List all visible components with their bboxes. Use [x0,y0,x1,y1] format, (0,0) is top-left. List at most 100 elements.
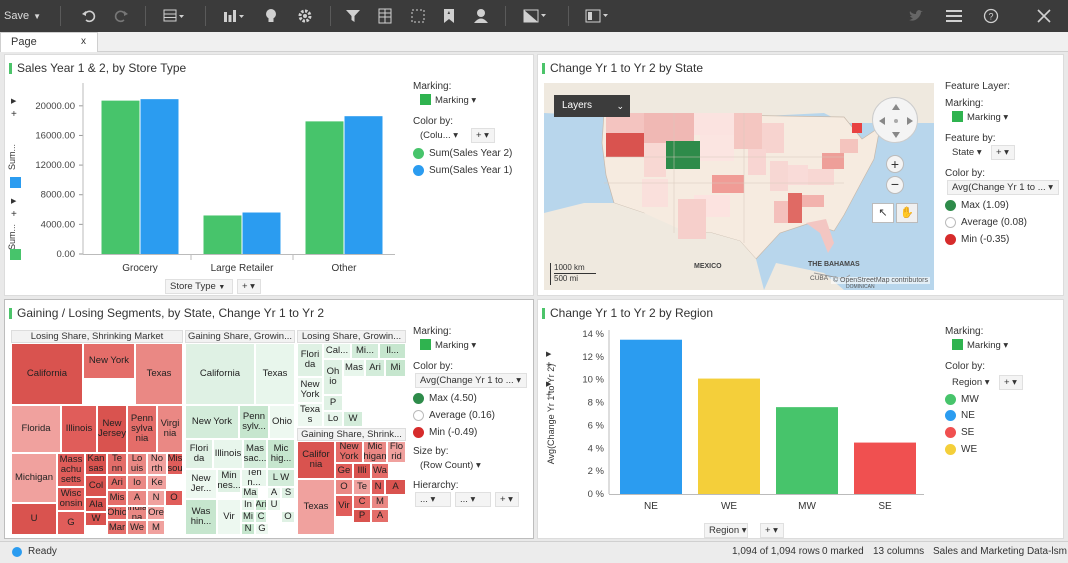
tab-page[interactable]: Page x [0,32,98,52]
treemap-cell[interactable]: Ohio [107,506,127,520]
legend-item-min[interactable]: Min (-0.35) [961,234,1010,245]
status-data-source[interactable]: Sales and Marketing Data-lsm [933,546,1067,557]
treemap-cell[interactable]: Ari [255,499,267,511]
axis-expand-icon-2[interactable]: ▶ [546,381,552,388]
add-axis-button[interactable]: + ▾ [237,279,261,294]
filter-icon[interactable] [342,0,364,32]
treemap-cell[interactable]: Min nes... [217,469,241,493]
treemap-cell[interactable]: Illi [353,463,371,479]
marking-dropdown[interactable]: Marking ▾ [415,338,481,353]
treemap-cell[interactable]: Califor nia [297,441,335,479]
region-bar-chart[interactable]: 14 % 12 % 10 % 8 % 6 % 4 % 2 % 0 % Avg(Change Yr… [538,300,938,540]
color-by-dropdown[interactable]: Region ▾ [947,375,995,390]
axis-expand-icon[interactable]: ▶ [546,351,552,358]
treemap-cell[interactable]: Mic hig... [267,439,295,469]
treemap-cell[interactable]: Flo rid [387,441,406,463]
treemap-cell[interactable]: Cal... [323,343,351,359]
treemap-cell[interactable]: Mi [241,511,255,523]
treemap-cell[interactable]: Ari [107,475,127,490]
status-marked[interactable]: 0 marked [822,546,864,557]
treemap-cell[interactable]: N [147,490,165,506]
legend-item-ne[interactable]: NE [961,410,975,421]
treemap-cell[interactable]: Florida [11,405,61,453]
store-type-axis-selector[interactable]: Store Type ▼ [165,279,233,294]
treemap-cell[interactable]: Vir [217,499,241,535]
treemap-cell[interactable]: Mis [107,490,127,506]
treemap-cell[interactable]: Ohio [269,405,295,439]
map-canvas[interactable]: Layers ⌄ + − ↖ ✋ 1000 km 500 mi MEXICO TH… [544,83,934,290]
treemap-cell[interactable]: Io [127,475,147,490]
treemap-cell[interactable]: Ore [147,506,165,520]
treemap[interactable]: Losing Share, Shrinking Market California… [11,330,406,535]
treemap-cell[interactable]: Ke [147,475,167,490]
zoom-out-button[interactable]: − [886,176,904,194]
data-table-icon[interactable] [374,0,396,32]
layout-icon[interactable] [520,0,550,32]
treemap-cell[interactable]: Michigan [11,453,57,503]
status-rows[interactable]: 1,094 of 1,094 rows [732,546,820,557]
legend-item-min[interactable]: Min (-0.49) [429,427,478,438]
treemap-cell[interactable]: Texa s [297,403,323,427]
treemap-group-header[interactable]: Gaining Share, Shrink... [297,428,406,441]
treemap-cell[interactable]: Mi [385,359,406,377]
feature-by-dropdown[interactable]: State ▾ [947,145,989,160]
treemap-cell[interactable]: Lo [323,411,343,427]
treemap-cell[interactable]: U [11,503,57,535]
page-layout-icon[interactable] [582,0,612,32]
treemap-cell[interactable]: Was hin... [185,499,217,535]
add-axis-icon-2[interactable]: + [11,209,17,220]
layers-button[interactable]: Layers ⌄ [554,95,630,117]
treemap-cell[interactable]: G [57,511,85,535]
treemap-cell[interactable]: Virgi nia [157,405,183,453]
treemap-cell[interactable]: U [267,499,281,511]
treemap-cell[interactable]: New Jer... [185,469,217,499]
treemap-cell[interactable]: Mas sac... [243,439,267,469]
treemap-cell[interactable]: Penn sylv... [239,405,269,439]
add-axis-icon[interactable]: + [546,360,552,371]
treemap-cell[interactable]: Wa [371,463,389,479]
treemap-cell[interactable]: Oh io [323,359,343,395]
state-oregon[interactable] [606,133,644,157]
axis-expand-icon[interactable]: ▶ [11,98,17,105]
treemap-cell[interactable]: A [267,487,281,499]
treemap-cell[interactable]: Mis sou [167,453,183,475]
hierarchy-dropdown-2[interactable]: ... ▾ [455,492,491,507]
treemap-cell[interactable]: Texas [297,479,335,535]
bar-other-series-2[interactable] [344,116,383,254]
treemap-cell[interactable]: New York [185,405,239,439]
status-columns[interactable]: 13 columns [873,546,925,557]
add-axis-icon[interactable]: + [11,109,17,120]
menu-icon[interactable] [943,0,965,32]
treemap-cell[interactable]: O [281,511,295,523]
treemap-cell[interactable]: New York [335,441,363,463]
bar-grocery-series-2[interactable] [140,99,179,255]
marking-dropdown[interactable]: Marking ▾ [947,338,1013,353]
treemap-cell[interactable]: We [127,520,147,535]
marking-dropdown[interactable]: Marking ▾ [947,110,1013,125]
treemap-cell[interactable]: Ten n... [241,469,267,487]
treemap-cell[interactable]: M [371,495,389,509]
marking-dropdown[interactable]: Marking ▾ [415,93,481,108]
treemap-cell[interactable]: N [371,479,385,495]
collaboration-icon[interactable] [470,0,492,32]
hierarchy-dropdown-1[interactable]: ... ▾ [415,492,451,507]
bar-we[interactable] [698,378,760,494]
color-by-add-button[interactable]: + ▾ [999,375,1023,390]
treemap-cell[interactable]: Penn sylva nia [127,405,157,453]
treemap-cell[interactable]: Mass achu setts [57,453,85,487]
gear-icon[interactable] [294,0,316,32]
treemap-cell[interactable]: Lo uis [127,453,147,475]
lightbulb-icon[interactable] [260,0,282,32]
bar-grocery-series-1[interactable] [101,100,140,254]
bookmark-icon[interactable] [438,0,460,32]
bar-large-retailer-series-2[interactable] [242,212,281,254]
bar-large-retailer-series-1[interactable] [203,215,242,254]
treemap-cell[interactable]: A [127,490,147,506]
treemap-cell[interactable]: Wisc onsin [57,487,85,511]
treemap-cell[interactable]: Illinois [213,439,243,469]
treemap-cell[interactable]: Mas [343,359,365,377]
treemap-cell[interactable]: Il... [379,343,406,359]
add-axis-button[interactable]: + ▾ [760,523,784,538]
color-by-dropdown[interactable]: Avg(Change Yr 1 to ... ▾ [415,373,527,388]
treemap-cell[interactable]: Mi... [351,343,379,359]
